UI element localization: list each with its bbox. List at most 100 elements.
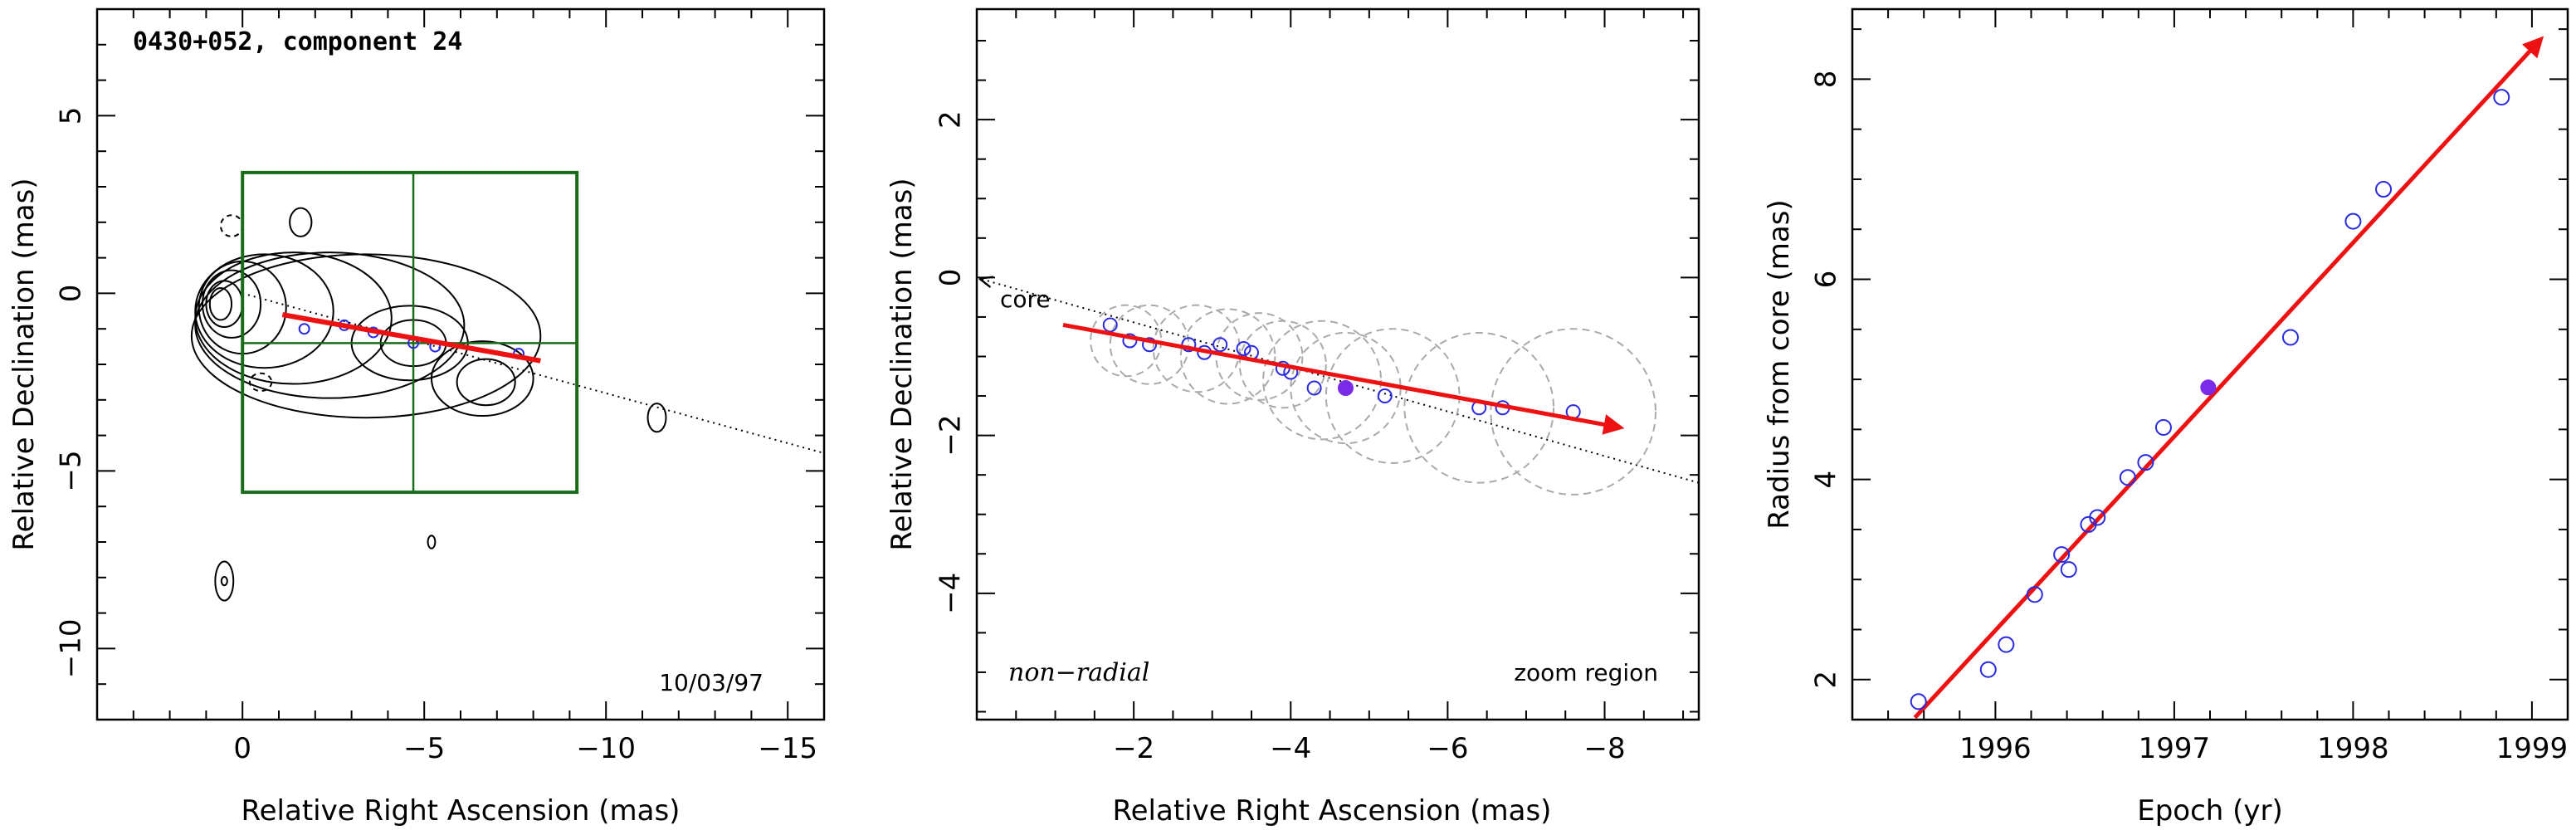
zoom-x-tick-label: −2 <box>1113 732 1154 765</box>
vlbi-image-ticks: 0 −5 −10 −15 5 0 −5 −10 <box>55 8 825 765</box>
epoch-y-tick-label: 6 <box>1810 271 1843 289</box>
radius-measurement <box>2493 89 2510 106</box>
component-size-circle <box>1179 308 1276 405</box>
zoom-frame <box>975 7 1700 721</box>
epoch-contents <box>1910 36 2544 720</box>
component-position <box>1212 337 1228 353</box>
epoch-frame <box>1851 7 2569 721</box>
zoom-ticks: −2 −4 −6 −8 2 0 −2 −4 <box>934 9 1699 765</box>
vlbi-image-x-axis-label: Relative Right Ascension (mas) <box>242 794 681 828</box>
contour <box>456 358 516 407</box>
contour <box>202 269 262 339</box>
contour <box>289 207 313 237</box>
vlbi-image-frame <box>95 7 826 721</box>
component-size-circle <box>1152 304 1241 393</box>
contour <box>220 575 228 587</box>
contour <box>194 253 334 369</box>
component-position <box>1236 340 1251 356</box>
velocity-vector <box>1062 322 1625 435</box>
radius-measurement <box>2026 586 2043 603</box>
contour <box>427 535 437 549</box>
epoch-plot-area <box>1910 36 2544 720</box>
vlbi-image-x-tick-label: −15 <box>758 732 817 765</box>
component-position <box>298 323 310 335</box>
zoom-y-tick-label: 0 <box>934 269 968 287</box>
zoom-y-axis-label: Relative Declination (mas) <box>886 178 919 550</box>
component-size-circle <box>1238 320 1327 409</box>
radius-measurement <box>2344 212 2362 230</box>
zoom-x-tick-label: −6 <box>1427 732 1468 765</box>
radius-measurement <box>2375 181 2393 198</box>
zoom-y-tick-label: −2 <box>934 415 968 456</box>
zoom-contents <box>982 279 1699 496</box>
radius-measurement <box>1979 661 1997 678</box>
contour <box>646 403 667 433</box>
velocity-vector <box>281 312 541 364</box>
contour <box>194 251 466 399</box>
vlbi-image-y-tick-label: −10 <box>55 619 88 679</box>
non-radial-label: non−radial <box>1008 658 1149 687</box>
epoch-x-tick-label: 1998 <box>2317 732 2389 765</box>
epoch-ticks: 1996 1997 1998 1999 2 4 6 8 <box>1810 9 2569 765</box>
highlighted-epoch-point <box>1337 380 1354 397</box>
component-size-circle <box>1262 320 1383 441</box>
component-size-circle <box>1490 328 1656 496</box>
epoch-x-axis-label: Epoch (yr) <box>2137 794 2283 828</box>
zoom-region-box <box>241 170 579 495</box>
vlbi-image-y-tick-label: 0 <box>55 285 88 303</box>
negative-contour <box>248 372 273 393</box>
core-label: core <box>1000 286 1051 313</box>
epoch-x-tick-label: 1999 <box>2496 732 2569 765</box>
contour <box>430 340 534 417</box>
negative-contour <box>219 214 244 237</box>
epoch-x-tick-label: 1996 <box>1959 732 2032 765</box>
radius-measurement <box>2119 469 2136 486</box>
zoom-x-axis-label: Relative Right Ascension (mas) <box>1113 794 1552 828</box>
vlbi-image-contents <box>190 170 824 602</box>
zoom-y-tick-label: 2 <box>934 110 968 129</box>
vlbi-image-plot-area <box>190 170 824 602</box>
radius-measurement <box>1910 693 1927 710</box>
component-position <box>1181 337 1197 353</box>
radius-measurement <box>2053 546 2071 564</box>
epoch-x-tick-label: 1997 <box>2139 732 2211 765</box>
vlbi-image-y-axis-label: Relative Declination (mas) <box>7 178 41 550</box>
vlbi-image-y-tick-label: −5 <box>55 450 88 491</box>
proper-motion-fit <box>1913 36 2544 720</box>
radius-measurement <box>2154 418 2172 436</box>
zoom-x-tick-label: −8 <box>1583 732 1625 765</box>
radius-measurement <box>2089 509 2106 526</box>
contour <box>214 560 235 602</box>
radius-measurement <box>2060 561 2077 579</box>
radius-measurement <box>2137 454 2154 471</box>
contour <box>190 253 542 419</box>
component-position <box>1377 388 1393 404</box>
radius-measurement <box>2281 329 2299 346</box>
zoom-panel: −2 −4 −6 −8 2 0 −2 −4 core non−radial zoom regi… <box>886 7 1700 828</box>
epoch-date-label: 10/03/97 <box>659 669 764 696</box>
component-position <box>1142 337 1158 353</box>
vlbi-image-title: 0430+052, component 24 <box>133 27 462 56</box>
core-direction-line <box>982 279 1699 484</box>
component-size-circle <box>1109 304 1190 385</box>
epoch-panel: 1996 1997 1998 1999 2 4 6 8 Epoch (yr) Radius f… <box>1763 7 2569 828</box>
zoom-plot-area <box>982 279 1699 496</box>
component-size-circle <box>1403 331 1555 484</box>
vlbi-image-y-tick-label: 5 <box>55 107 88 125</box>
zoom-region-label: zoom region <box>1514 659 1658 686</box>
contour <box>208 286 233 321</box>
epoch-y-axis-label: Radius from core (mas) <box>1763 199 1796 529</box>
component-position <box>1122 333 1138 349</box>
epoch-y-tick-label: 4 <box>1810 471 1843 489</box>
epoch-y-tick-label: 2 <box>1810 671 1843 689</box>
zoom-y-tick-label: −4 <box>934 573 968 614</box>
zoom-x-tick-label: −4 <box>1270 732 1311 765</box>
radius-measurement <box>1998 636 2015 653</box>
highlighted-epoch-point <box>2200 379 2217 396</box>
component-position <box>1306 380 1322 396</box>
vlbi-image-x-tick-label: −10 <box>576 732 636 765</box>
component-size-circle <box>1090 304 1163 378</box>
epoch-y-tick-label: 8 <box>1810 71 1843 89</box>
